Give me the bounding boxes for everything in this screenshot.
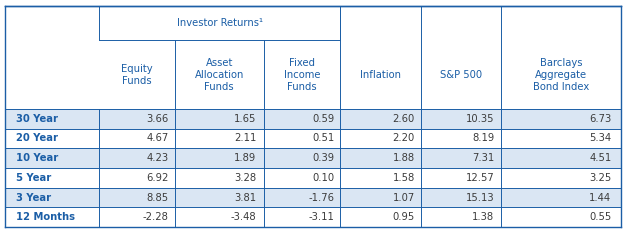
Text: Fixed
Income
Funds: Fixed Income Funds (284, 58, 321, 92)
Text: 12 Months: 12 Months (16, 212, 75, 222)
Bar (5, 148, 621, 168)
Text: 3 Year: 3 Year (16, 193, 51, 203)
Text: -3.48: -3.48 (231, 212, 257, 222)
Text: 7.31: 7.31 (472, 153, 494, 163)
Text: 1.89: 1.89 (234, 153, 257, 163)
Text: -3.11: -3.11 (309, 212, 334, 222)
Text: 0.39: 0.39 (312, 153, 334, 163)
Text: 5.34: 5.34 (589, 134, 612, 144)
Text: Inflation: Inflation (360, 69, 401, 79)
Text: 1.44: 1.44 (589, 193, 612, 203)
Text: Equity
Funds: Equity Funds (121, 64, 153, 86)
Text: 1.65: 1.65 (234, 114, 257, 124)
Text: 0.10: 0.10 (312, 173, 334, 183)
Text: -2.28: -2.28 (143, 212, 169, 222)
Bar (501, 6, 621, 40)
Text: 8.19: 8.19 (472, 134, 494, 144)
Text: 20 Year: 20 Year (16, 134, 58, 144)
Bar (5, 40, 621, 109)
Text: 0.59: 0.59 (312, 114, 334, 124)
Text: 4.23: 4.23 (146, 153, 169, 163)
Text: -1.76: -1.76 (308, 193, 334, 203)
Text: 6.73: 6.73 (589, 114, 612, 124)
Text: 1.38: 1.38 (472, 212, 494, 222)
Text: Asset
Allocation
Funds: Asset Allocation Funds (195, 58, 244, 92)
Text: 15.13: 15.13 (466, 193, 494, 203)
Bar (5, 6, 100, 40)
Bar (5, 168, 621, 188)
Bar (421, 6, 501, 40)
Text: 0.95: 0.95 (393, 212, 414, 222)
Text: 2.11: 2.11 (234, 134, 257, 144)
Text: 30 Year: 30 Year (16, 114, 58, 124)
Bar (5, 109, 621, 129)
Text: 0.55: 0.55 (589, 212, 612, 222)
Text: 6.92: 6.92 (146, 173, 169, 183)
Text: 1.07: 1.07 (393, 193, 414, 203)
Text: 3.81: 3.81 (235, 193, 257, 203)
Text: 4.51: 4.51 (589, 153, 612, 163)
Bar (5, 207, 621, 227)
Text: Barclays
Aggregate
Bond Index: Barclays Aggregate Bond Index (533, 58, 589, 92)
Text: 0.51: 0.51 (312, 134, 334, 144)
Text: S&P 500: S&P 500 (440, 69, 482, 79)
Text: 3.25: 3.25 (589, 173, 612, 183)
Bar (5, 129, 621, 148)
Text: 1.88: 1.88 (393, 153, 414, 163)
Text: 1.58: 1.58 (393, 173, 414, 183)
Text: 4.67: 4.67 (146, 134, 169, 144)
Bar (341, 6, 421, 40)
Bar (5, 188, 621, 207)
Text: 8.85: 8.85 (146, 193, 169, 203)
Text: 10 Year: 10 Year (16, 153, 59, 163)
Text: 5 Year: 5 Year (16, 173, 51, 183)
Bar (100, 6, 341, 40)
Text: 2.20: 2.20 (393, 134, 414, 144)
Text: 3.28: 3.28 (235, 173, 257, 183)
Text: Investor Returns¹: Investor Returns¹ (177, 18, 263, 28)
Text: 10.35: 10.35 (466, 114, 494, 124)
Text: 12.57: 12.57 (466, 173, 494, 183)
Text: 3.66: 3.66 (146, 114, 169, 124)
Text: 2.60: 2.60 (393, 114, 414, 124)
